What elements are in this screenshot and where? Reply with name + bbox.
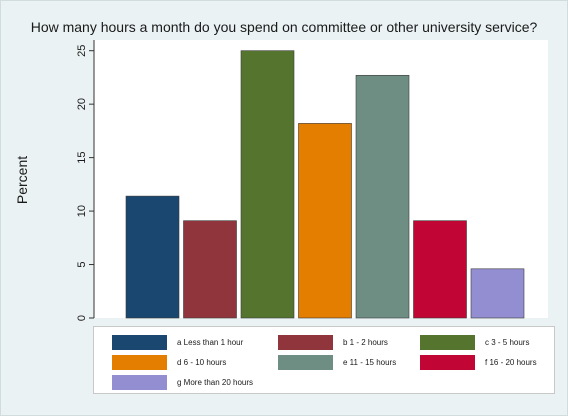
legend-swatch [112, 355, 167, 370]
bar-d [298, 123, 352, 319]
legend-swatch [112, 375, 167, 390]
legend-label: g More than 20 hours [177, 378, 254, 387]
y-tick-label: 20 [76, 98, 88, 110]
legend-item: b 1 - 2 hours [278, 335, 388, 350]
y-tick-label: 25 [76, 45, 88, 57]
legend-item: e 11 - 15 hours [278, 355, 396, 370]
legend-swatch [278, 335, 333, 350]
legend-item: d 6 - 10 hours [112, 355, 226, 370]
bar-b [183, 220, 237, 319]
bar-f [413, 220, 467, 319]
legend-swatch [420, 335, 475, 350]
legend-item: a Less than 1 hour [112, 335, 243, 350]
legend-label: f 16 - 20 hours [485, 358, 537, 367]
legend-item: g More than 20 hours [112, 375, 253, 390]
chart-title: How many hours a month do you spend on c… [30, 19, 538, 35]
bar-c [240, 50, 295, 319]
legend-item: c 3 - 5 hours [420, 335, 529, 350]
y-tick-label: 0 [76, 315, 88, 321]
y-tick-label: 10 [76, 205, 88, 217]
legend-label: e 11 - 15 hours [343, 358, 397, 367]
y-tick-label: 5 [76, 261, 88, 267]
bar-e [355, 74, 410, 319]
bar-g [470, 268, 525, 319]
legend-item: f 16 - 20 hours [420, 355, 537, 370]
legend-label: d 6 - 10 hours [177, 358, 227, 367]
legend-label: c 3 - 5 hours [485, 338, 530, 347]
legend-swatch [112, 335, 167, 350]
legend-swatch [278, 355, 333, 370]
legend-swatch [420, 355, 475, 370]
legend-label: a Less than 1 hour [177, 338, 244, 347]
bar-a [125, 195, 180, 319]
chart-legend: a Less than 1 hour b 1 - 2 hours c 3 - 5 h… [93, 326, 555, 394]
legend-label: b 1 - 2 hours [343, 338, 388, 347]
y-tick-label: 15 [76, 151, 88, 163]
